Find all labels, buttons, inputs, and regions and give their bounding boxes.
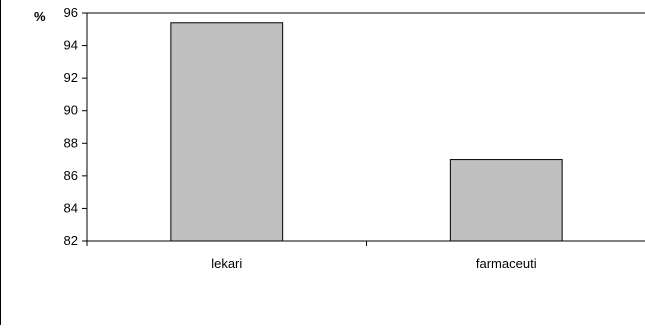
y-tick-label: 90 — [64, 103, 78, 118]
y-tick-label: 82 — [64, 233, 78, 248]
bars — [170, 22, 563, 242]
y-axis-unit-label: % — [34, 9, 46, 24]
y-axis: 82 84 86 88 90 92 94 96 — [64, 5, 87, 248]
bar-lekari — [170, 22, 284, 242]
category-label-farmaceuti: farmaceuti — [476, 256, 537, 271]
y-tick-label: 94 — [64, 38, 78, 53]
y-tick-label: 86 — [64, 168, 78, 183]
x-axis — [86, 241, 367, 246]
category-labels: lekari farmaceuti — [211, 256, 536, 271]
bar-farmaceuti — [449, 159, 563, 242]
y-tick-label: 92 — [64, 70, 78, 85]
y-tick-label: 96 — [64, 5, 78, 20]
y-tick-label: 84 — [64, 200, 78, 215]
y-tick-label: 88 — [64, 135, 78, 150]
category-label-lekari: lekari — [211, 256, 242, 271]
